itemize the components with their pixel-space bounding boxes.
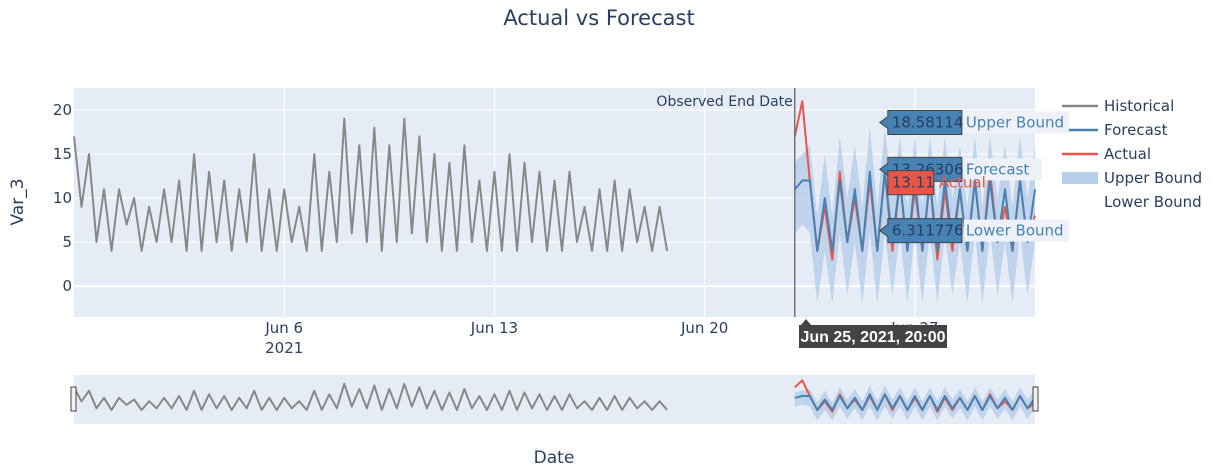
historical-line <box>73 117 669 252</box>
y-tick-label: 15 <box>53 145 72 163</box>
range-slider-right-handle[interactable] <box>1032 386 1039 412</box>
hover-value: 18.58114 <box>892 114 964 132</box>
x-tick-sublabel: 2021 <box>265 339 303 357</box>
y-axis: 0 5 10 15 20 <box>53 101 72 295</box>
legend-label: Upper Bound <box>1104 169 1202 187</box>
hover-value-actual: 13.11 <box>892 174 935 192</box>
hover-name-bg <box>963 219 1069 242</box>
legend-label: Lower Bound <box>1104 193 1202 211</box>
hover-box <box>879 218 963 244</box>
hover-name-bg <box>963 111 1069 134</box>
y-tick-label: 10 <box>53 189 72 207</box>
x-axis-title: Date <box>534 448 575 468</box>
hover-x-box <box>799 319 947 348</box>
x-tick-label: Jun 6 <box>264 319 303 337</box>
y-tick-label: 0 <box>62 277 72 295</box>
y-axis-title: Var_3 <box>8 178 28 225</box>
chart-title: Actual vs Forecast <box>503 6 694 30</box>
hover-value: 6.311776 <box>892 222 964 240</box>
hover-name-bg <box>963 158 1042 181</box>
legend-label: Historical <box>1104 97 1174 115</box>
hover-name: Upper Bound <box>966 114 1064 132</box>
slider-confidence-band <box>794 385 1035 421</box>
y-tick-label: 5 <box>62 233 72 251</box>
hover-name: Lower Bound <box>966 222 1064 240</box>
slider-forecast-line <box>794 393 1036 411</box>
legend[interactable]: Historical Forecast Actual Upper Bound Lower… <box>1062 97 1202 211</box>
legend-label: Actual <box>1104 145 1151 163</box>
legend-swatch <box>1062 172 1098 184</box>
hover-box <box>879 110 963 136</box>
x-tick-label: Jun 20 <box>680 319 728 337</box>
x-tick-label: Jun 13 <box>470 319 518 337</box>
slider-historical-line <box>73 382 668 411</box>
y-tick-label: 20 <box>53 101 72 119</box>
y-gridlines <box>74 109 1035 288</box>
hover-name: Forecast <box>966 160 1030 178</box>
legend-label: Forecast <box>1104 121 1168 139</box>
hover-name-actual: Actual <box>939 174 986 192</box>
range-slider[interactable] <box>70 375 1039 424</box>
range-slider-left-handle[interactable] <box>70 386 77 412</box>
hover-x-label: Jun 25, 2021, 20:00 <box>801 329 946 346</box>
hover-box-actual <box>887 170 935 196</box>
observed-end-label: Observed End Date <box>656 94 792 110</box>
